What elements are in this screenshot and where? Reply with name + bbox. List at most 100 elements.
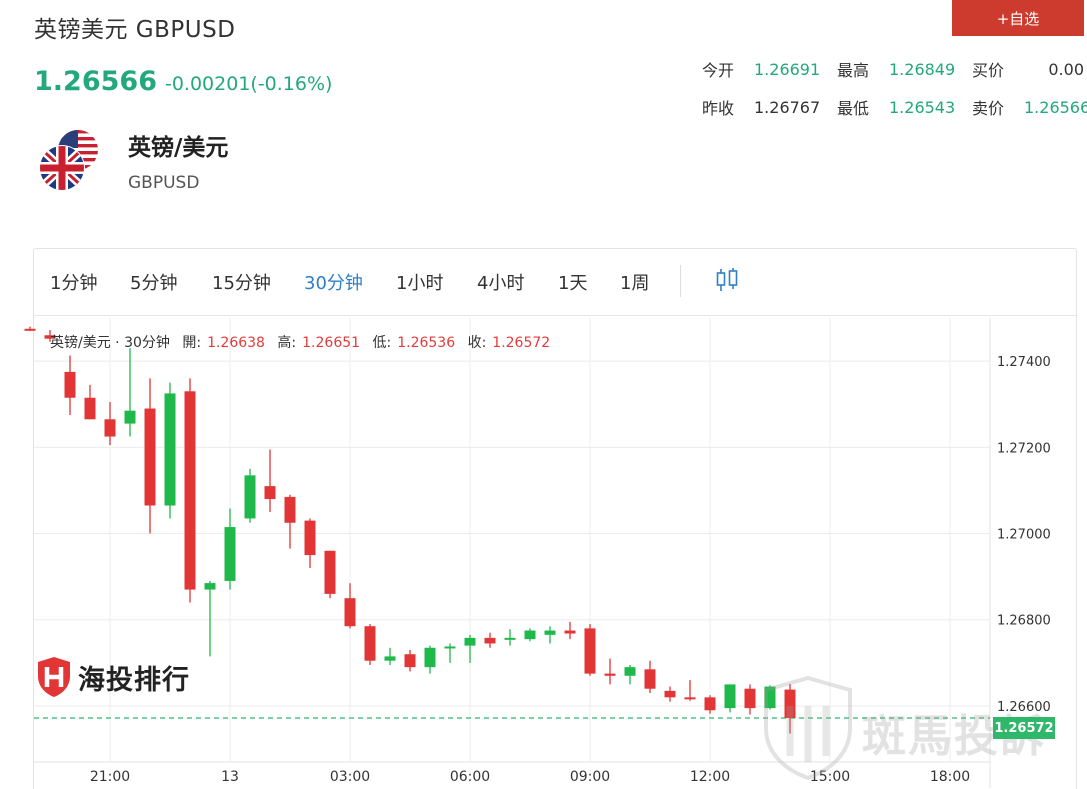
candle-body — [644, 669, 656, 689]
prev-close-value: 1.26767 — [754, 97, 821, 117]
y-tick-label: 1.27000 — [997, 528, 1051, 543]
candle-body — [484, 637, 496, 644]
candle[interactable] — [104, 402, 116, 446]
candle-body — [184, 391, 196, 590]
price-summary: 1.26566 -0.00201(-0.16%) — [34, 66, 332, 97]
candle[interactable] — [64, 355, 76, 415]
candle[interactable] — [24, 326, 36, 331]
candle-body — [24, 328, 36, 331]
candle[interactable] — [604, 658, 616, 685]
candle[interactable] — [544, 626, 556, 644]
x-tick-label: 09:00 — [570, 769, 610, 785]
add-watchlist-button[interactable]: +自选 — [952, 0, 1084, 36]
candle[interactable] — [744, 684, 756, 715]
candle[interactable] — [204, 580, 216, 657]
candle[interactable] — [644, 660, 656, 694]
candle[interactable] — [244, 468, 256, 523]
candle-body — [104, 419, 116, 437]
price-change: -0.00201(-0.16%) — [164, 73, 333, 95]
candle[interactable] — [664, 686, 676, 702]
legend-open-label: 開: — [182, 335, 202, 351]
tab-1h[interactable]: 1小时 — [396, 273, 444, 294]
candle[interactable] — [324, 550, 336, 599]
candle[interactable] — [424, 645, 436, 674]
candlestick-type-icon[interactable] — [714, 267, 740, 293]
candle[interactable] — [704, 695, 716, 714]
candle[interactable] — [624, 665, 636, 685]
tab-1min[interactable]: 1分钟 — [50, 273, 98, 294]
bid-label: 买价 — [972, 61, 1005, 80]
candle[interactable] — [84, 384, 96, 420]
candle[interactable] — [564, 621, 576, 640]
candle[interactable] — [584, 624, 596, 676]
tab-1d[interactable]: 1天 — [558, 273, 588, 294]
candle[interactable] — [364, 624, 376, 666]
candle[interactable] — [384, 647, 396, 666]
pair-name: 英镑/美元 — [128, 135, 229, 161]
tab-15min[interactable]: 15分钟 — [212, 273, 271, 294]
tab-30min[interactable]: 30分钟 — [304, 273, 363, 294]
candle-body — [144, 408, 156, 506]
candle[interactable] — [784, 683, 796, 734]
legend-low-label: 低: — [372, 335, 392, 351]
y-tick-label: 1.26600 — [997, 700, 1051, 715]
candle[interactable] — [684, 680, 696, 701]
x-tick-label: 18:00 — [930, 769, 970, 785]
candle[interactable] — [264, 449, 276, 512]
candle[interactable] — [444, 643, 456, 663]
candle-body — [724, 684, 736, 709]
bid-value: 0.00 — [1048, 59, 1084, 79]
candle[interactable] — [484, 632, 496, 648]
candle[interactable] — [304, 518, 316, 569]
x-tick-label: 12:00 — [690, 769, 730, 785]
candle-body — [264, 486, 276, 500]
quote-grid: 今开 1.26691 最高 1.26849 买价 0.00 昨收 1.26767… — [702, 50, 1087, 126]
candle[interactable] — [184, 378, 196, 603]
y-tick-label: 1.26800 — [997, 614, 1051, 629]
candle-body — [304, 520, 316, 556]
candle[interactable] — [504, 629, 516, 646]
candle[interactable] — [144, 378, 156, 534]
chart-panel: 1分钟 5分钟 15分钟 30分钟 1小时 4小时 1天 1周 — [33, 248, 1077, 789]
candle-body — [764, 686, 776, 709]
candle[interactable] — [724, 684, 736, 713]
legend-close-value: 1.26572 — [492, 335, 551, 351]
candle-body — [424, 647, 436, 668]
tab-5min[interactable]: 5分钟 — [130, 273, 178, 294]
candle-body — [664, 690, 676, 698]
tab-1w[interactable]: 1周 — [620, 273, 650, 294]
candle-body — [204, 583, 216, 590]
page-title: 英镑美元 GBPUSD — [34, 17, 236, 43]
candle-body — [44, 335, 56, 339]
candle[interactable] — [284, 494, 296, 549]
gbp-usd-flag-icon — [39, 130, 98, 191]
timeframe-tabs: 1分钟 5分钟 15分钟 30分钟 1小时 4小时 1天 1周 — [34, 249, 1076, 316]
legend-close-label: 收: — [467, 335, 487, 351]
candle[interactable] — [524, 628, 536, 642]
legend-high-value: 1.26651 — [302, 335, 361, 351]
candle[interactable] — [404, 649, 416, 672]
candle[interactable] — [464, 634, 476, 663]
candle-body — [544, 630, 556, 635]
candle[interactable] — [344, 583, 356, 629]
candle[interactable] — [224, 508, 236, 590]
candle-body — [404, 654, 416, 668]
candle[interactable] — [124, 348, 136, 437]
candle-body — [464, 637, 476, 646]
ask-label: 卖价 — [972, 99, 1005, 118]
tab-divider — [680, 265, 681, 297]
candle-body — [564, 630, 576, 634]
x-tick-label: 06:00 — [450, 769, 490, 785]
candle[interactable] — [44, 330, 56, 342]
candle[interactable] — [164, 382, 176, 519]
candle-body — [284, 496, 296, 523]
low-value: 1.26543 — [889, 97, 956, 117]
candle-body — [684, 697, 696, 700]
tab-4h[interactable]: 4小时 — [477, 273, 525, 294]
watermark-badge-icon — [764, 676, 852, 780]
candle[interactable] — [764, 685, 776, 710]
x-tick-label: 03:00 — [330, 769, 370, 785]
candle-body — [744, 688, 756, 709]
high-value: 1.26849 — [889, 59, 956, 79]
